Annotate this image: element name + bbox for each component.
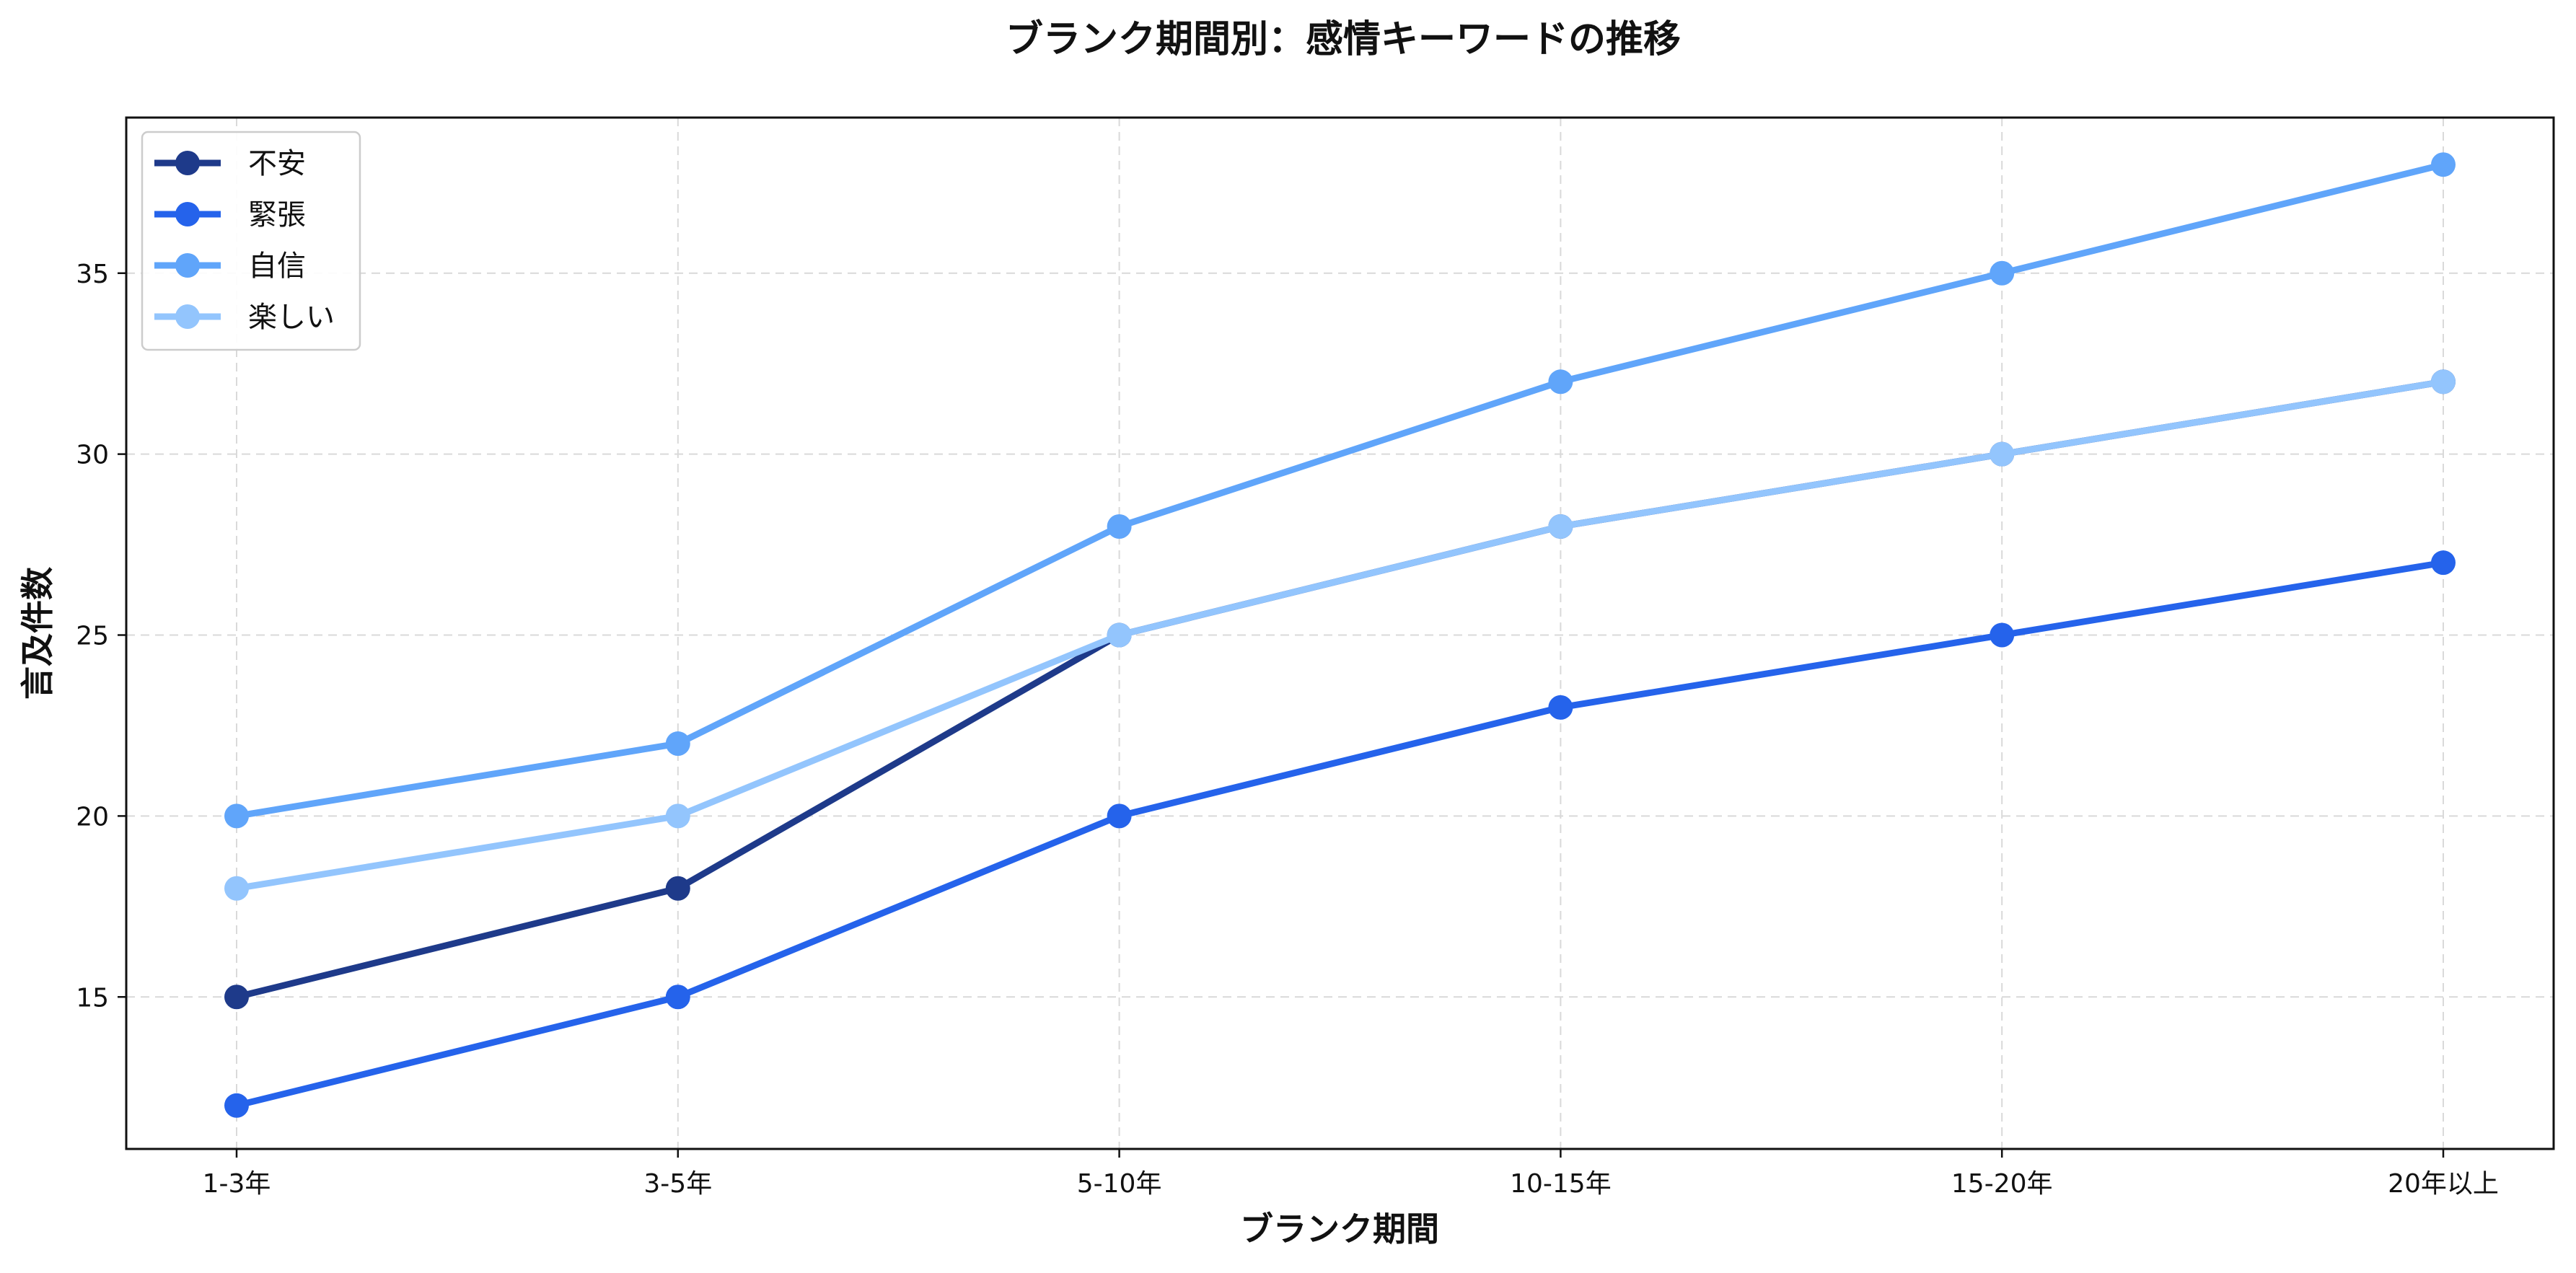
- data-point: [1990, 260, 2015, 286]
- series-layer: [224, 152, 2456, 1118]
- y-tick-label: 20: [76, 802, 109, 832]
- data-point: [1107, 622, 1132, 648]
- y-tick-label: 35: [76, 260, 109, 289]
- data-point: [2431, 550, 2456, 576]
- legend-marker-swatch: [175, 304, 200, 329]
- data-point: [1107, 803, 1132, 829]
- data-point: [224, 985, 249, 1010]
- legend-item: 自信: [154, 250, 306, 283]
- data-point: [1990, 622, 2015, 648]
- legend-item: 不安: [154, 147, 306, 180]
- data-point: [2431, 369, 2456, 395]
- legend-item: 緊張: [154, 198, 306, 232]
- chart-title: ブランク期間別：感情キーワードの推移: [1006, 18, 1681, 61]
- data-point: [224, 1093, 249, 1118]
- x-tick-label: 5-10年: [1077, 1169, 1162, 1199]
- legend-label: 楽しい: [248, 301, 335, 334]
- y-tick-label: 30: [76, 441, 109, 470]
- legend-label: 不安: [248, 147, 306, 180]
- x-tick-label: 3-5年: [643, 1169, 712, 1199]
- legend-item: 楽しい: [154, 301, 335, 334]
- series-line: [233, 161, 2447, 819]
- series-3: [224, 152, 2456, 829]
- series-line: [233, 378, 2447, 892]
- legend-marker-swatch: [175, 202, 200, 226]
- x-tick-label: 15-20年: [1951, 1169, 2053, 1199]
- legend-marker-swatch: [175, 253, 200, 278]
- plot-frame: [125, 116, 2555, 1150]
- tick-layer: 1-3年 3-5年 5-10年 10-15年 15-20年 20年以上 15 20 25 30 35: [76, 260, 2499, 1199]
- y-tick-label: 25: [76, 622, 109, 651]
- data-point: [1548, 514, 1573, 539]
- series-2: [224, 550, 2456, 1118]
- x-tick-label: 10-15年: [1510, 1169, 1612, 1199]
- data-point: [665, 876, 690, 901]
- x-tick-label: 20年以上: [2388, 1169, 2499, 1199]
- y-tick-label: 15: [76, 983, 109, 1013]
- legend-marker-swatch: [175, 151, 200, 175]
- data-point: [1548, 695, 1573, 720]
- data-point: [1548, 369, 1573, 395]
- series-4: [224, 369, 2456, 901]
- data-point: [1107, 514, 1132, 539]
- data-point: [2431, 152, 2456, 177]
- legend-label: 緊張: [248, 198, 306, 232]
- data-point: [665, 985, 690, 1010]
- data-point: [224, 876, 249, 901]
- data-point: [665, 731, 690, 757]
- y-axis-label: 言及件数: [18, 567, 57, 700]
- legend-box: [141, 131, 361, 351]
- x-axis-label: ブランク期間: [1240, 1210, 1439, 1248]
- data-point: [665, 803, 690, 829]
- legend-label: 自信: [248, 250, 306, 283]
- data-point: [224, 803, 249, 829]
- series-line: [233, 559, 2447, 1109]
- x-tick-label: 1-3年: [203, 1169, 271, 1199]
- data-point: [1990, 441, 2015, 467]
